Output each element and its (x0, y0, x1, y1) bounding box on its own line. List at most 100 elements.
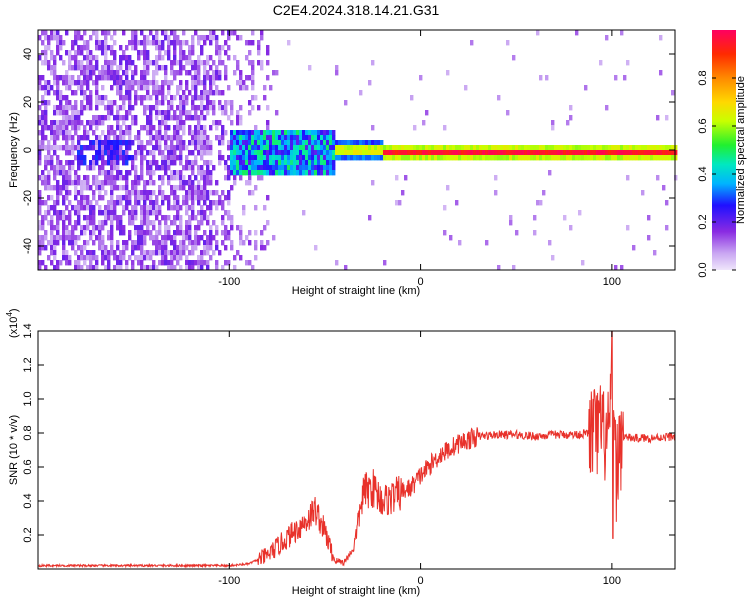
spectrogram-cell (44, 80, 48, 86)
spectrogram-cell (362, 140, 366, 146)
spectrogram-cell (80, 90, 84, 96)
spectrogram-cell (197, 180, 201, 186)
spectrogram-cell (41, 60, 45, 66)
spectrogram-cell (98, 240, 102, 246)
spectrogram-cell (59, 235, 63, 241)
spectrogram-cell (125, 110, 129, 116)
spectrogram-cell (101, 220, 105, 226)
spectrogram-cell (167, 145, 171, 151)
spectrogram-cell (86, 240, 90, 246)
spectrogram-cell (374, 155, 378, 161)
spectrogram-cell (419, 155, 423, 161)
y-tick-label: 0.8 (22, 425, 34, 440)
spectrogram-cell (341, 145, 345, 151)
spectrogram-cell (188, 225, 192, 231)
spectrogram-cell (83, 225, 87, 231)
spectrogram-cell (425, 150, 429, 156)
spectrogram-cell (161, 250, 165, 256)
spectrogram-cell (98, 145, 102, 151)
spectrogram-cell (524, 145, 528, 151)
spectrogram-cell (248, 60, 252, 66)
y-tick-label: 40 (22, 48, 34, 60)
spectrogram-cell (590, 145, 594, 151)
spectrogram-cell (254, 140, 258, 146)
spectrogram-cell (182, 125, 186, 131)
spectrogram-cell (89, 200, 93, 206)
spectrogram-cell (56, 110, 60, 116)
spectrogram-cell (74, 80, 78, 86)
spectrogram-cell (56, 95, 60, 101)
spectrogram-cell (131, 260, 135, 266)
spectrogram-cell (332, 140, 336, 146)
spectrogram-cell (110, 190, 114, 196)
spectrogram-cell (257, 130, 261, 136)
spectrogram-cell (164, 165, 168, 171)
spectrogram-cell (206, 145, 210, 151)
spectrogram-cell (224, 65, 228, 71)
spectrogram-cell (152, 145, 156, 151)
spectrogram-cell (155, 115, 159, 121)
spectrogram-cell (44, 45, 48, 51)
spectrogram-cell (98, 120, 102, 126)
spectrogram-cell (161, 80, 165, 86)
spectrogram-cell (110, 100, 114, 106)
spectrogram-cell (188, 150, 192, 156)
spectrogram-cell (221, 125, 225, 131)
spectrogram-cell (266, 75, 270, 81)
spectrogram-cell (38, 55, 42, 61)
spectrogram-cell (401, 190, 405, 196)
spectrogram-cell (149, 120, 153, 126)
spectrogram-cell (308, 155, 312, 161)
spectrogram-cell (455, 150, 459, 156)
spectrogram-cell (509, 145, 513, 151)
spectrogram-cell (209, 180, 213, 186)
spectrogram-cell (308, 65, 312, 71)
spectrogram-cell (50, 260, 54, 266)
spectrogram-cell (290, 150, 294, 156)
spectrogram-cell (440, 150, 444, 156)
spectrogram-cell (380, 145, 384, 151)
spectrogram-cell (140, 50, 144, 56)
spectrogram-cell (68, 180, 72, 186)
spectrogram-cell (548, 150, 552, 156)
spectrogram-cell (236, 145, 240, 151)
spectrogram-cell (107, 255, 111, 261)
spectrogram-cell (74, 170, 78, 176)
spectrogram-cell (614, 75, 618, 81)
spectrogram-cell (257, 160, 261, 166)
spectrogram-cell (209, 35, 213, 41)
spectrogram-cell (296, 160, 300, 166)
spectrogram-cell (239, 240, 243, 246)
spectrogram-cell (497, 95, 501, 101)
spectrogram-cell (74, 190, 78, 196)
spectrogram-cell (83, 125, 87, 131)
spectrogram-cell (98, 170, 102, 176)
spectrogram-cell (176, 85, 180, 91)
x-tick-label: -100 (218, 276, 240, 288)
spectrogram-cell (470, 155, 474, 161)
spectrogram-cell (236, 170, 240, 176)
spectrogram-cell (557, 145, 561, 151)
spectrogram-cell (53, 185, 57, 191)
spectrogram-cell (56, 155, 60, 161)
spectrogram-cell (56, 235, 60, 241)
spectrogram-cell (74, 60, 78, 66)
spectrogram-cell (44, 115, 48, 121)
spectrogram-cell (62, 250, 66, 256)
spectrogram-cell (125, 190, 129, 196)
spectrogram-cell (230, 155, 234, 161)
spectrogram-cell (62, 220, 66, 226)
spectrogram-cell (101, 30, 105, 36)
spectrogram-cell (41, 260, 45, 266)
spectrogram-cell (158, 245, 162, 251)
spectrogram-cell (185, 225, 189, 231)
spectrogram-cell (137, 245, 141, 251)
spectrogram-cell (224, 105, 228, 111)
spectrogram-cell (362, 145, 366, 151)
spectrogram-cell (362, 155, 366, 161)
spectrogram-cell (224, 75, 228, 81)
spectrogram-cell (143, 70, 147, 76)
spectrogram-cell (83, 90, 87, 96)
spectrogram-cell (41, 145, 45, 151)
spectrogram-cell (461, 150, 465, 156)
